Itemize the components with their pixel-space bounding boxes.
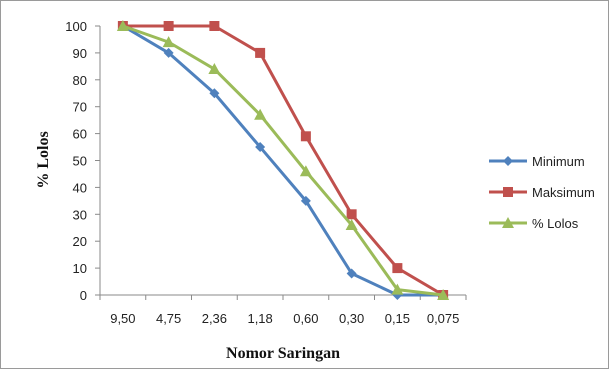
data-point-lolos	[254, 108, 267, 120]
y-axis-title: % Lolos	[35, 131, 52, 188]
x-tick-label: 2,36	[202, 311, 227, 326]
series-line-lolos	[122, 24, 444, 297]
data-point-maksimum	[163, 21, 174, 31]
axes	[99, 26, 466, 296]
legend-swatch-marker	[503, 156, 513, 166]
x-tick-label: 0,30	[339, 311, 364, 326]
legend-swatch-marker	[503, 187, 513, 197]
data-point-lolos	[391, 283, 404, 295]
series-maksimum	[117, 21, 449, 300]
data-point-maksimum	[300, 131, 311, 142]
x-tick-label: 9,50	[110, 311, 135, 326]
data-point-maksimum	[346, 209, 357, 220]
x-tick-label: 4,75	[156, 311, 181, 326]
legend: Minimum Maksimum % Lolos	[489, 154, 595, 231]
y-tick-label: 60	[73, 127, 87, 142]
data-point-lolos	[345, 219, 358, 231]
y-tick-label: 70	[73, 100, 87, 115]
y-tick-label: 90	[73, 46, 87, 61]
legend-item-minimum: Minimum	[489, 154, 585, 169]
y-tick-label: 20	[73, 234, 87, 249]
y-tick-label: 100	[65, 19, 87, 34]
series-lolos	[116, 20, 450, 300]
legend-item-maksimum: Maksimum	[489, 185, 595, 200]
data-point-minimum	[209, 88, 220, 99]
x-axis-title: Nomor Saringan	[226, 345, 340, 362]
x-tick-label: 1,18	[247, 311, 272, 326]
series-line-minimum	[122, 24, 444, 297]
data-point-minimum	[163, 47, 174, 58]
series-minimum	[117, 21, 449, 300]
data-point-lolos	[299, 165, 312, 177]
legend-label: % Lolos	[532, 216, 579, 231]
data-point-lolos	[162, 36, 175, 48]
data-point-lolos	[116, 20, 129, 31]
y-ticks: 0 10 20 30 40 50 60 70 80 90 100	[65, 19, 100, 303]
data-point-minimum	[300, 195, 311, 206]
x-tick-label: 0,15	[385, 311, 410, 326]
legend-label: Maksimum	[532, 185, 595, 200]
data-point-maksimum	[255, 47, 266, 58]
series-line-maksimum	[122, 24, 444, 297]
data-point-lolos	[437, 289, 450, 300]
x-ticks: 9,50 4,75 2,36 1,18 0,60 0,30 0,15 0,075	[99, 295, 467, 326]
legend-swatch-marker	[502, 217, 514, 228]
data-point-maksimum	[392, 263, 403, 274]
x-tick-label: 0,075	[427, 311, 460, 326]
y-tick-label: 10	[73, 261, 87, 276]
y-tick-label: 80	[73, 73, 87, 88]
legend-item-lolos: % Lolos	[489, 216, 579, 231]
y-tick-label: 50	[73, 154, 87, 169]
y-tick-label: 0	[80, 288, 87, 303]
y-tick-label: 40	[73, 180, 87, 195]
data-point-maksimum	[209, 21, 220, 31]
data-point-lolos	[208, 63, 221, 75]
series-group	[116, 20, 450, 300]
x-tick-label: 0,60	[293, 311, 318, 326]
data-point-minimum	[346, 268, 357, 279]
y-tick-label: 30	[73, 207, 87, 222]
legend-label: Minimum	[532, 154, 585, 169]
data-point-minimum	[255, 142, 266, 153]
